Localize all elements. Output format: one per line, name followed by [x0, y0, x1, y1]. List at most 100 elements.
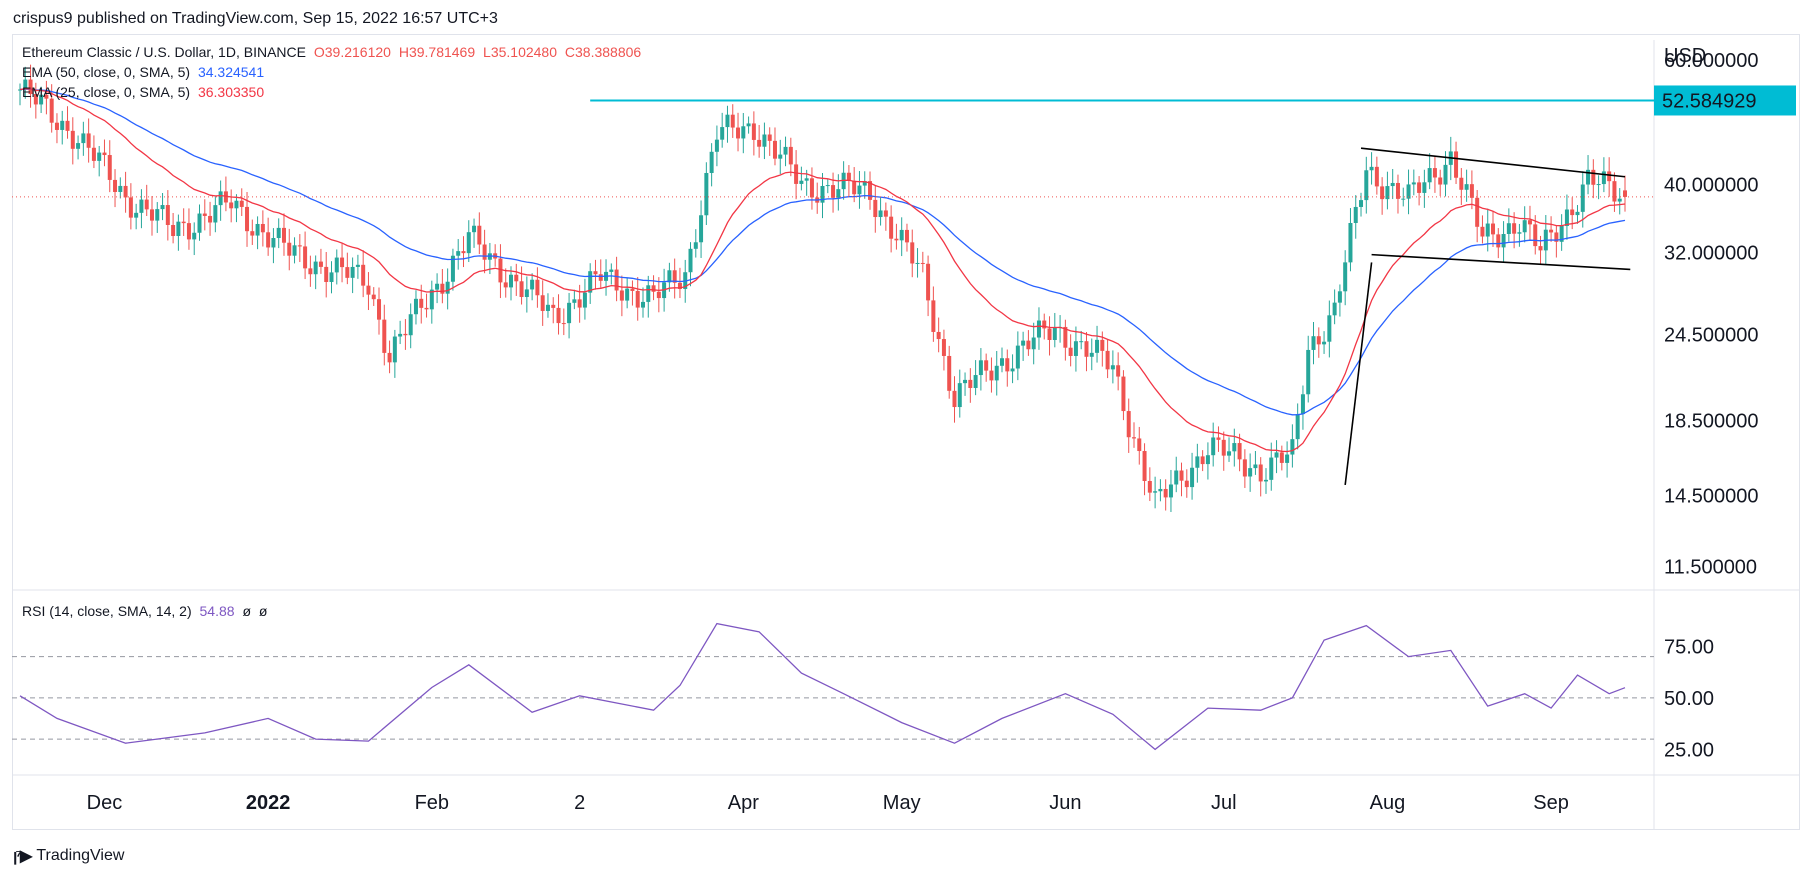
candle-body [281, 227, 286, 243]
candle-body [361, 264, 366, 286]
candle-body [1089, 352, 1094, 357]
candle-body [1475, 197, 1480, 227]
candle-body [1047, 328, 1052, 340]
candle-body [1131, 437, 1136, 439]
candle-body [1564, 209, 1569, 226]
candle-body [978, 360, 983, 376]
candle-body [340, 257, 345, 268]
candle-body [878, 210, 883, 218]
price-tick-label: 60.000000 [1664, 50, 1759, 72]
candle-body [1596, 184, 1601, 186]
candle-body [677, 282, 682, 289]
candle-body [313, 261, 318, 275]
candle-body [1232, 443, 1237, 452]
candle-body [149, 209, 154, 221]
candle-body [1042, 320, 1047, 329]
ohlc-high: H39.781469 [398, 44, 476, 60]
candle-body [561, 323, 566, 325]
candle-body [1464, 184, 1469, 190]
candle-body [1380, 186, 1385, 200]
candle-body [160, 205, 165, 210]
time-tick-label: 2 [574, 792, 585, 814]
candle-body [920, 262, 925, 264]
candle-body [625, 288, 630, 301]
candle-body [836, 189, 841, 198]
candle-body [931, 300, 936, 332]
candle-body [915, 262, 920, 264]
trendline[interactable] [1371, 253, 1631, 271]
candle-body [1586, 169, 1591, 185]
candle-body [889, 216, 894, 239]
candle-body [799, 180, 804, 184]
candle-body [857, 185, 862, 195]
candle-body [688, 248, 693, 273]
candle-body [1285, 454, 1290, 463]
candle-body [1205, 455, 1210, 465]
candle-body [1163, 488, 1168, 498]
candle-body [1121, 376, 1126, 412]
time-tick-label: Aug [1370, 792, 1406, 814]
candle-body [324, 266, 329, 282]
candle-body [1242, 459, 1247, 477]
candle-body [461, 251, 466, 254]
candle-body [825, 185, 830, 187]
trendline[interactable] [1360, 147, 1626, 178]
candle-body [1258, 464, 1263, 482]
candle-body [963, 379, 968, 384]
candle-body [883, 210, 888, 217]
candle-body [91, 147, 96, 161]
candle-body [1570, 209, 1575, 216]
candle-body [292, 245, 297, 256]
candle-body [804, 178, 809, 181]
candle-body [260, 223, 265, 233]
candle-body [250, 231, 255, 236]
candle-body [1601, 171, 1606, 185]
candle-body [1237, 443, 1242, 460]
candle-body [609, 269, 614, 272]
candle-body [287, 242, 292, 256]
candle-body [693, 242, 698, 249]
candle-body [1073, 341, 1078, 356]
candle-body [413, 298, 418, 315]
candle-body [540, 295, 545, 311]
candle-body [1184, 480, 1189, 488]
candle-body [1063, 326, 1068, 348]
candle-body [70, 130, 75, 149]
candle-body [1512, 223, 1517, 234]
candle-body [984, 360, 989, 371]
ema25-value: 36.303350 [197, 84, 265, 100]
candle-body [118, 185, 123, 192]
candle-body [33, 94, 38, 105]
tradingview-logo[interactable]: ꞁ⁷▶ TradingView [13, 846, 124, 866]
candle-body [904, 229, 909, 243]
candle-body [656, 291, 661, 299]
price-tick-label: 24.500000 [1664, 325, 1759, 347]
time-tick-label: 2022 [246, 792, 291, 814]
candle-body [1364, 170, 1369, 201]
candle-body [1316, 336, 1321, 345]
candle-body [255, 223, 260, 236]
candle-body [572, 299, 577, 303]
candle-body [223, 191, 228, 203]
trendline[interactable] [1344, 262, 1373, 486]
candle-body [809, 178, 814, 198]
rsi-label: RSI (14, close, SMA, 14, 2) [22, 603, 192, 619]
resistance-price-tag [1654, 85, 1796, 116]
time-tick-label: Apr [728, 792, 759, 814]
candle-body [392, 336, 397, 363]
candle-body [76, 143, 81, 149]
ohlc-low: L35.102480 [483, 44, 557, 60]
candle-body [1395, 182, 1400, 199]
candle-body [1406, 184, 1411, 199]
candle-body [123, 185, 128, 198]
symbol-title: Ethereum Classic / U.S. Dollar, 1D, BINA… [22, 44, 306, 60]
price-tick-label: 18.500000 [1664, 411, 1759, 433]
candle-body [926, 263, 931, 301]
candle-body [1369, 166, 1374, 171]
candle-body [1459, 177, 1464, 190]
ohlc-open: O39.216120 [313, 44, 391, 60]
candle-body [1116, 365, 1121, 377]
candle-body [524, 289, 529, 298]
candle-body [989, 370, 994, 381]
